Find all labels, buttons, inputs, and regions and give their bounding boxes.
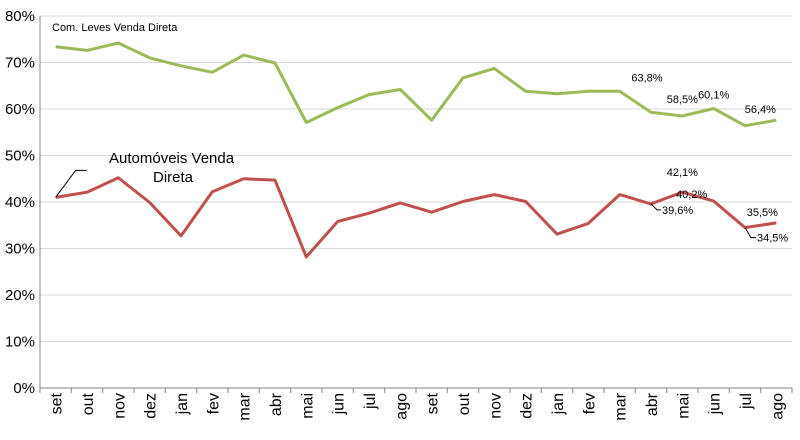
y-tick-label: 50%	[5, 148, 35, 165]
x-tick-label: set	[49, 392, 66, 414]
x-tick-label: fev	[205, 393, 222, 414]
data-label: 40,2%	[676, 189, 707, 201]
data-annotations: 63,8% 58,5% 60,1% 56,4% 42,1% 39,6% 40,2% 35,5%…	[631, 72, 788, 244]
data-label: 63,8%	[631, 72, 662, 84]
x-tick-label: mai	[675, 393, 692, 419]
x-tick-label: dez	[143, 393, 160, 419]
x-tick-label: abr	[268, 392, 285, 416]
data-label-leader	[744, 227, 756, 239]
data-label: 42,1%	[667, 167, 698, 179]
x-tick-label: jan	[174, 393, 191, 415]
data-label-leader	[650, 203, 661, 211]
x-tick-label: mar	[613, 392, 630, 420]
data-label: 60,1%	[698, 90, 729, 102]
series-lines	[55, 41, 777, 259]
y-tick-label: 30%	[5, 241, 35, 258]
series-line	[55, 176, 777, 259]
x-tick-label: dez	[519, 393, 536, 419]
x-axis	[39, 16, 793, 393]
x-tick-label: fev	[581, 393, 598, 414]
y-tick-label: 80%	[5, 8, 35, 25]
series-label-automoveis: Automóveis Venda	[109, 150, 235, 167]
data-label: 56,4%	[745, 104, 776, 116]
x-tick-label: jun	[707, 393, 724, 415]
x-tick-label: out	[80, 392, 97, 415]
label-leader-line	[55, 169, 87, 198]
y-tick-label: 60%	[5, 101, 35, 118]
x-tick-label: ago	[393, 393, 410, 420]
series-line	[55, 41, 777, 128]
x-tick-label: jan	[550, 393, 567, 415]
x-tick-label: mai	[299, 393, 316, 419]
data-label: 34,5%	[757, 233, 788, 245]
y-tick-label: 10%	[5, 334, 35, 351]
x-tick-label: ago	[769, 393, 786, 420]
x-tick-label: jul	[738, 393, 755, 410]
x-tick-label: abr	[644, 392, 661, 416]
x-tick-label: set	[425, 392, 442, 414]
y-tick-label: 70%	[5, 55, 35, 72]
x-tick-label: jun	[331, 393, 348, 415]
x-tick-label: jul	[362, 393, 379, 410]
x-tick-label: nov	[487, 393, 504, 419]
y-axis-ticks: 0% 10% 20% 30% 40% 50% 60% 70% 80%	[5, 8, 35, 397]
series-labels: Com. Leves Venda Direta Automóveis Venda D…	[52, 22, 235, 198]
x-tick-label: nov	[111, 393, 128, 419]
data-label: 58,5%	[667, 94, 698, 106]
x-tick-label: out	[456, 392, 473, 415]
series-label-com-leves: Com. Leves Venda Direta	[52, 22, 178, 34]
data-label: 35,5%	[747, 207, 778, 219]
y-tick-label: 20%	[5, 287, 35, 304]
data-label: 39,6%	[662, 205, 693, 217]
x-tick-label: mar	[237, 392, 254, 420]
x-axis-ticks: set out nov dez jan fev mar abr mai jun jul ago set o…	[49, 392, 787, 420]
y-tick-label: 0%	[13, 380, 35, 397]
y-tick-label: 40%	[5, 194, 35, 211]
series-label-automoveis: Direta	[153, 169, 194, 186]
